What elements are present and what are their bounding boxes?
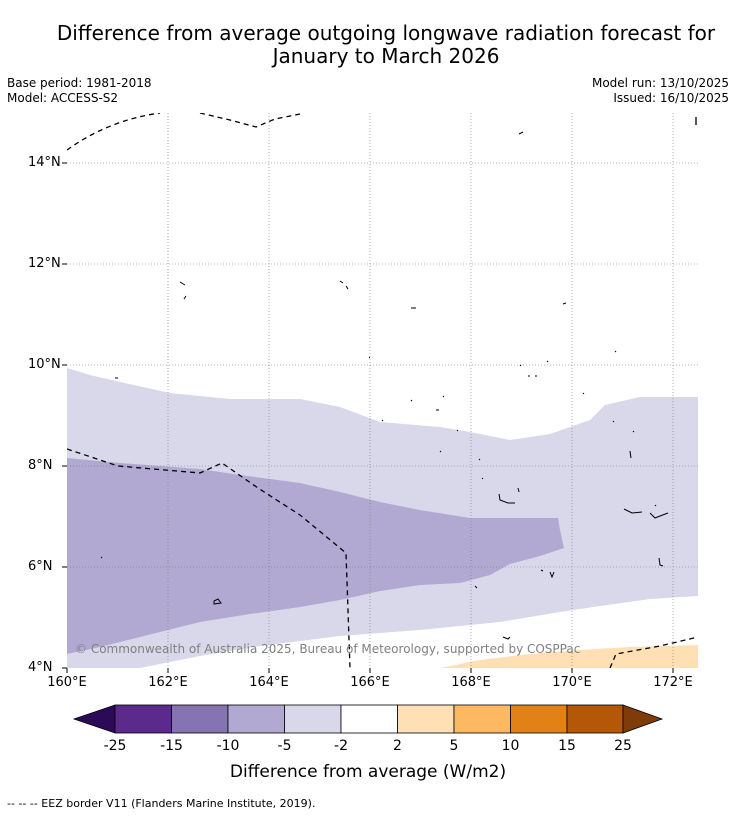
model-name: Model: ACCESS-S2 (7, 91, 119, 105)
colorbar-arrow-low (72, 704, 116, 734)
colorbar-segment (510, 704, 568, 734)
colorbar (72, 704, 664, 734)
anomaly-band-warm (440, 645, 698, 668)
issued-date: Issued: 16/10/2025 (613, 91, 729, 105)
colorbar-segment (114, 704, 172, 734)
lat-label-14n: 14°N (28, 155, 61, 170)
eez-border (67, 113, 698, 668)
colorbar-tick: 2 (393, 738, 402, 754)
lat-label-10n: 10°N (28, 357, 61, 372)
colorbar-segment (566, 704, 624, 734)
graticule (67, 113, 698, 668)
lon-label-164e: 164°E (249, 675, 289, 690)
lon-label-160e: 160°E (47, 675, 87, 690)
colorbar-arrow-high (622, 704, 664, 734)
lon-label-162e: 162°E (148, 675, 188, 690)
copyright-notice: © Commonwealth of Australia 2025, Bureau… (75, 642, 581, 656)
colorbar-segment (227, 704, 285, 734)
islands (100, 131, 669, 640)
colorbar-tick: -5 (277, 738, 292, 754)
lat-label-12n: 12°N (28, 256, 61, 271)
colorbar-tick: 25 (614, 738, 632, 754)
model-run: Model run: 13/10/2025 (591, 76, 729, 90)
lon-label-170e: 170°E (552, 675, 592, 690)
colorbar-segment (340, 704, 398, 734)
map-title-line1: Difference from average outgoing longwav… (56, 21, 716, 45)
axis-ticks (62, 162, 674, 673)
colorbar-tick: 15 (558, 738, 576, 754)
lat-label-4n: 4°N (28, 660, 53, 675)
colorbar-tick: -10 (216, 738, 240, 754)
lat-label-6n: 6°N (28, 559, 53, 574)
lon-label-166e: 166°E (350, 675, 390, 690)
anomaly-field (67, 113, 698, 668)
colorbar-segment (453, 704, 511, 734)
base-period: Base period: 1981-2018 (7, 76, 152, 90)
colorbar-tick: 10 (501, 738, 520, 754)
lon-label-168e: 168°E (451, 675, 491, 690)
colorbar-tick: -2 (334, 738, 348, 754)
colorbar-segment (171, 704, 229, 734)
anomaly-band-medium (67, 458, 564, 654)
colorbar-segment (397, 704, 455, 734)
map-title-line2: January to March 2026 (272, 44, 500, 68)
meta-right: Model run: 13/10/2025 Issued: 16/10/2025 (592, 76, 729, 106)
colorbar-title: Difference from average (W/m2) (229, 762, 507, 782)
eez-footnote: -- -- -- EEZ border V11 (Flanders Marine… (7, 797, 316, 810)
colorbar-tick: 5 (449, 738, 459, 754)
map-title: Difference from average outgoing longwav… (0, 22, 736, 68)
meta-left: Base period: 1981-2018 Model: ACCESS-S2 (7, 76, 152, 106)
colorbar-tick: -15 (160, 738, 183, 754)
lon-label-172e: 172°E (653, 675, 693, 690)
lat-label-8n: 8°N (28, 458, 53, 473)
colorbar-tick: -25 (103, 738, 127, 754)
colorbar-segment (284, 704, 342, 734)
